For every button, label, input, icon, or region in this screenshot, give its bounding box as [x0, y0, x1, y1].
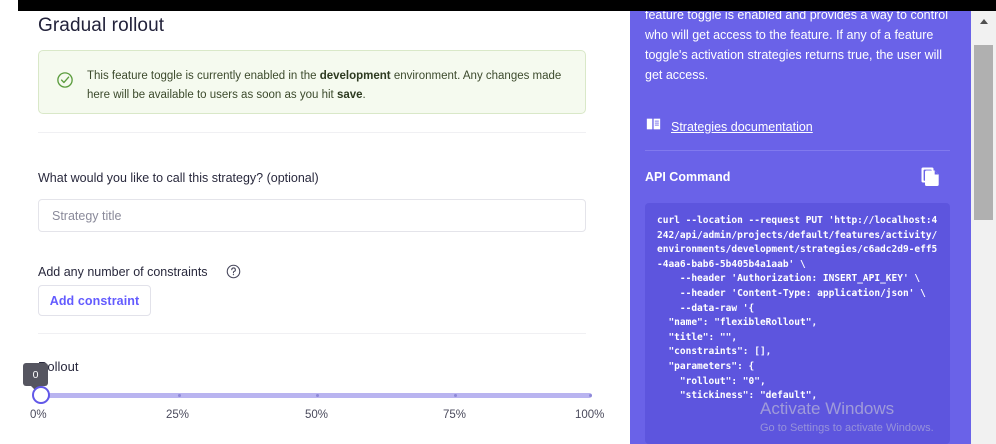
divider-top [38, 132, 586, 133]
top-strip-gap [0, 0, 18, 11]
rollout-slider-tick-25 [178, 394, 181, 397]
scroll-up-arrow-icon[interactable] [971, 13, 996, 29]
rollout-slider-tick-75 [454, 394, 457, 397]
rollout-value-tooltip: 0 [23, 363, 48, 391]
rollout-slider[interactable] [32, 386, 598, 404]
rollout-scale: 0% 25% 50% 75% 100% [30, 409, 604, 425]
help-sidebar: feature toggle is enabled and provides a… [630, 11, 971, 444]
copy-icon[interactable] [918, 164, 942, 188]
alert-action: save [336, 89, 363, 101]
alert-environment: development [319, 70, 391, 82]
rollout-label: Rollout [38, 359, 79, 374]
rollout-slider-tick-100 [589, 394, 592, 397]
strategy-name-label: What would you like to call this strateg… [38, 171, 319, 185]
rollout-scale-25: 25% [166, 409, 190, 421]
strategy-title-input[interactable] [38, 199, 586, 232]
rollout-scale-100: 100% [575, 409, 605, 421]
alert-text-1: This feature toggle is currently enabled… [87, 70, 320, 82]
add-constraint-button[interactable]: Add constraint [38, 285, 151, 316]
check-circle-icon [56, 71, 74, 89]
sidebar-intro-text: feature toggle is enabled and provides a… [645, 11, 948, 82]
alert-text-3: . [362, 89, 366, 101]
rollout-scale-0: 0% [30, 409, 47, 421]
constraints-label: Add any number of constraints [38, 265, 208, 279]
api-command-code-block[interactable]: curl --location --request PUT 'http://lo… [645, 203, 950, 444]
rollout-slider-tick-50 [316, 394, 319, 397]
environment-enabled-alert: This feature toggle is currently enabled… [38, 50, 586, 114]
page-scrollbar[interactable] [971, 11, 996, 444]
api-command-header: API Command [645, 170, 731, 184]
question-mark-circle-icon[interactable] [226, 264, 241, 279]
book-icon [645, 116, 662, 137]
scrollbar-thumb[interactable] [974, 45, 993, 220]
rollout-scale-75: 75% [443, 409, 467, 421]
strategies-documentation-label: Strategies documentation [671, 119, 813, 134]
page-title: Gradual rollout [38, 15, 165, 36]
alert-text-2: environment. Any changes made here will … [87, 70, 562, 101]
strategies-documentation-link[interactable]: Strategies documentation [645, 116, 813, 137]
api-command-code: curl --location --request PUT 'http://lo… [657, 215, 938, 402]
divider-rollout [38, 333, 586, 334]
browser-top-strip [0, 0, 996, 11]
strategy-form-panel: Gradual rollout This feature toggle is c… [0, 11, 630, 444]
rollout-slider-thumb[interactable] [32, 386, 50, 404]
rollout-scale-50: 50% [305, 409, 329, 421]
alert-message: This feature toggle is currently enabled… [87, 67, 571, 105]
sidebar-divider [645, 150, 950, 151]
